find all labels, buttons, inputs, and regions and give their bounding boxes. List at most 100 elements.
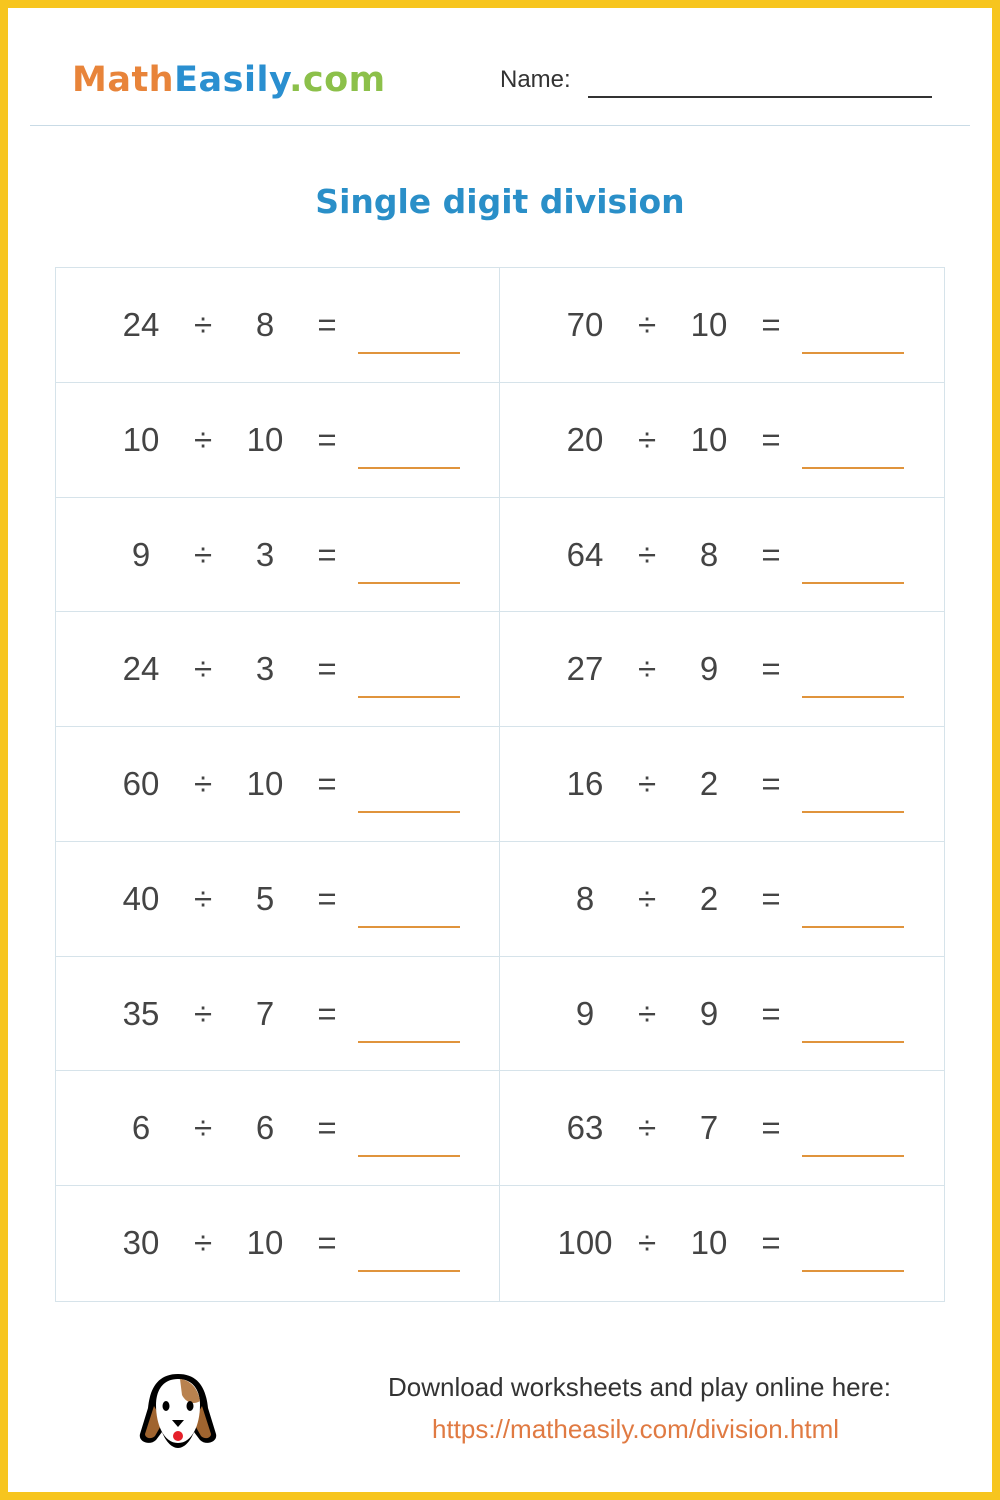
answer-blank[interactable] [802, 696, 904, 699]
division-sign: ÷ [637, 994, 657, 1032]
divisor: 10 [246, 1224, 284, 1262]
dividend: 70 [566, 306, 604, 343]
answer-blank[interactable] [802, 925, 904, 928]
dividend: 24 [122, 650, 160, 688]
dividend: 27 [566, 650, 604, 688]
divisor: 10 [246, 420, 284, 458]
equals-sign: = [317, 650, 337, 688]
equals-sign: = [317, 1109, 337, 1147]
division-sign: ÷ [193, 994, 213, 1032]
answer-blank[interactable] [358, 466, 460, 469]
division-sign: ÷ [637, 1224, 657, 1262]
answer-blank[interactable] [802, 1155, 904, 1158]
divisor: 9 [699, 650, 719, 688]
divider [30, 125, 970, 126]
divisor: 9 [699, 994, 719, 1032]
equals-sign: = [761, 535, 781, 573]
divisor: 8 [699, 535, 719, 573]
page-title: Single digit division [315, 182, 685, 221]
dividend: 9 [131, 535, 151, 573]
answer-blank[interactable] [358, 352, 460, 354]
problem-cell: 60 ÷ 10 = [56, 727, 500, 842]
divisor: 2 [699, 765, 719, 803]
answer-blank[interactable] [358, 1155, 460, 1158]
equals-sign: = [761, 420, 781, 458]
problem-cell: 24 ÷ 3 = [56, 612, 500, 728]
division-sign: ÷ [193, 765, 213, 803]
dividend: 40 [122, 879, 160, 917]
dividend: 10 [122, 420, 160, 458]
footer-text: Download worksheets and play online here… [388, 1372, 891, 1402]
problem-cell: 24 ÷ 8 = [56, 268, 500, 383]
equals-sign: = [761, 765, 781, 803]
divisor: 10 [690, 420, 728, 458]
equals-sign: = [761, 994, 781, 1032]
divisor: 7 [699, 1109, 719, 1147]
worksheet-page: MathEasily.com Name: Single digit divisi… [8, 8, 992, 1492]
equals-sign: = [761, 650, 781, 688]
divisor: 3 [255, 535, 275, 573]
problem-cell: 20 ÷ 10 = [500, 383, 944, 498]
dividend: 63 [566, 1109, 604, 1147]
division-sign: ÷ [193, 1109, 213, 1147]
equals-sign: = [317, 994, 337, 1032]
problem-cell: 10 ÷ 10 = [56, 382, 500, 498]
equals-sign: = [761, 1224, 781, 1262]
divisor: 2 [699, 879, 719, 917]
division-sign: ÷ [637, 650, 657, 688]
divisor: 3 [255, 650, 275, 688]
dividend: 35 [122, 994, 160, 1032]
answer-blank[interactable] [358, 581, 460, 584]
divisor: 5 [255, 879, 275, 917]
problem-cell: 70 ÷ 10 = [500, 268, 944, 383]
division-sign: ÷ [637, 420, 657, 458]
logo: MathEasily.com [72, 60, 386, 100]
division-sign: ÷ [637, 879, 657, 917]
problem-cell: 35 ÷ 7 = [56, 956, 500, 1072]
dividend: 24 [122, 306, 160, 343]
dividend: 60 [122, 765, 160, 803]
footer-link[interactable]: https://matheasily.com/division.html [432, 1414, 839, 1444]
divisor: 10 [690, 306, 728, 343]
equals-sign: = [317, 765, 337, 803]
problem-cell: 9 ÷ 3 = [56, 497, 500, 613]
division-sign: ÷ [193, 420, 213, 458]
problem-grid: 24 ÷ 8 = 70 ÷ 10 = 10 ÷ 10 = 20 ÷ 10 = 9 ÷ 3 = 64 ÷ 8 = 24 ÷ 3 = 27 ÷… [55, 267, 945, 1302]
dividend: 6 [131, 1109, 151, 1147]
equals-sign: = [317, 1224, 337, 1262]
name-field[interactable] [588, 96, 932, 98]
divisor: 6 [255, 1109, 275, 1147]
divisor: 10 [690, 1224, 728, 1262]
answer-blank[interactable] [358, 925, 460, 928]
dividend: 8 [575, 879, 595, 917]
answer-blank[interactable] [802, 811, 904, 814]
equals-sign: = [317, 535, 337, 573]
problem-cell: 63 ÷ 7 = [500, 1071, 944, 1187]
equals-sign: = [761, 879, 781, 917]
division-sign: ÷ [637, 765, 657, 803]
answer-blank[interactable] [802, 1040, 904, 1043]
answer-blank[interactable] [358, 1270, 460, 1273]
dividend: 30 [122, 1224, 160, 1262]
answer-blank[interactable] [358, 1040, 460, 1043]
equals-sign: = [761, 306, 781, 343]
division-sign: ÷ [193, 650, 213, 688]
name-label: Name: [500, 66, 571, 93]
dog-icon [139, 1374, 217, 1448]
dividend: 64 [566, 535, 604, 573]
problem-cell: 30 ÷ 10 = [56, 1186, 500, 1301]
problem-cell: 8 ÷ 2 = [500, 842, 944, 957]
equals-sign: = [317, 420, 337, 458]
answer-blank[interactable] [358, 696, 460, 699]
answer-blank[interactable] [802, 466, 904, 469]
answer-blank[interactable] [802, 352, 904, 354]
answer-blank[interactable] [802, 1270, 904, 1273]
dividend: 20 [566, 420, 604, 458]
divisor: 8 [255, 306, 275, 343]
problem-cell: 27 ÷ 9 = [500, 612, 944, 728]
answer-blank[interactable] [358, 811, 460, 814]
answer-blank[interactable] [802, 581, 904, 584]
divisor: 10 [246, 765, 284, 803]
division-sign: ÷ [637, 306, 657, 343]
problem-cell: 16 ÷ 2 = [500, 727, 944, 842]
